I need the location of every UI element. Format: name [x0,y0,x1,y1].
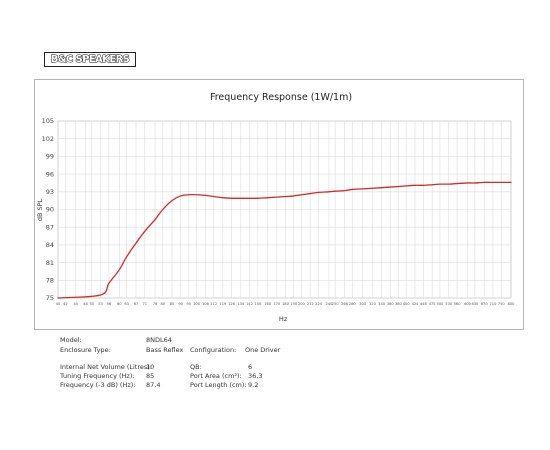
x-tick-label: 500 [436,302,444,306]
brand-logo-text: B&C SPEAKERS [50,54,130,66]
spec-qb-label: QB: [190,363,202,371]
y-tick-label: 81 [46,259,54,267]
x-tick-label: 90 [178,302,183,306]
x-tick-label: 126 [228,302,236,306]
y-tick-label: 93 [46,188,54,196]
plot-frame [57,120,512,299]
x-tick-label: 48 [83,302,88,306]
x-tick-label: 53 [98,302,103,306]
spec-model-value: 8NDL64 [146,336,172,344]
spec-enclosure-label: Enclosure Type: [60,346,111,354]
x-tick-label: 42 [63,302,68,306]
y-tick-label: 99 [46,153,54,161]
x-tick-label: 106 [202,302,210,306]
x-tick-label: 142 [246,302,253,306]
x-tick-label: 424 [412,302,420,306]
x-tick-label: 67 [134,302,139,306]
x-tick-label: 60 [117,302,122,306]
x-tick-label: 119 [219,302,227,306]
x-tick-label: 170 [273,302,281,306]
spec-tuning-label: Tuning Frequency (Hz): [60,372,135,380]
x-tick-label: 150 [254,302,262,306]
spec-f3-value: 87,4 [146,381,161,389]
x-tick-label: 266 [341,302,349,306]
spec-qb-value: 6 [248,363,253,371]
x-tick-label: 250 [332,302,340,306]
brand-logo: B&C SPEAKERS [44,52,136,67]
x-tick-label: 160 [264,302,272,306]
x-tick-label: 475 [429,302,436,306]
x-tick-label: 71 [142,302,147,306]
x-tick-label: 280 [349,302,357,306]
y-tick-label: 105 [42,117,54,125]
y-axis-label: dB SPL [36,198,44,221]
x-tick-label: 85 [170,302,175,306]
spec-volume-value: 10 [146,363,155,371]
x-tick-label: 600 [464,302,472,306]
x-tick-label: 240 [326,302,334,306]
x-tick-label: 630 [471,302,479,306]
y-tick-labels: 75 78 81 84 87 90 93 96 99 102 105 [42,117,54,302]
x-tick-label: 212 [307,302,314,306]
spec-model-label: Model: [60,336,82,344]
y-tick-label: 90 [46,206,54,214]
x-tick-label: 134 [237,302,245,306]
x-tick-label: 380 [395,302,403,306]
y-tick-label: 84 [46,241,54,249]
y-tick-label: 102 [42,135,54,143]
spec-port-length-label: Port Length (cm): [190,381,247,389]
x-tick-label: 50 [89,302,94,306]
x-tick-label: 40 [56,302,61,306]
spec-port-area-label: Port Area (cm²): [190,372,242,380]
x-tick-label: 224 [315,302,323,306]
spec-f3-label: Frequency (-3 dB) (Hz): [60,381,136,389]
x-tick-label: 360 [387,302,395,306]
chart-grid [57,120,512,299]
spec-port-area-value: 36,3 [248,372,263,380]
x-tick-label: 112 [210,302,217,306]
spec-volume-label: Internal Net Volume (Litres): [60,363,152,371]
x-tick-label: 300 [359,302,367,306]
x-tick-label: 560 [454,302,462,306]
x-tick-label: 340 [378,302,386,306]
x-tick-label: 530 [445,302,453,306]
y-tick-label: 75 [46,294,54,302]
x-tick-label: 80 [161,302,166,306]
x-tick-label: 95 [187,302,192,306]
spec-enclosure-value: Bass Reflex [146,346,184,354]
x-tick-label: 76 [153,302,158,306]
x-tick-label: 200 [298,302,306,306]
x-tick-label: 750 [498,302,506,306]
x-tick-label: 320 [369,302,377,306]
x-tick-label: 710 [490,302,498,306]
x-tick-label: 448 [420,302,428,306]
x-tick-label: 63 [124,302,129,306]
x-axis-label: Hz [279,315,288,323]
x-tick-label: 400 [403,302,411,306]
x-tick-label: 670 [481,302,489,306]
x-tick-label: 180 [282,302,290,306]
spec-port-length-value: 9,2 [248,381,259,389]
spec-configuration-label: Configuration: [190,346,237,354]
chart-series [57,181,512,299]
spec-tuning-value: 85 [146,372,155,380]
x-tick-labels: 40 42 45 48 50 53 56 60 63 67 71 76 80 85 90 95 100 106 11… [56,302,515,306]
x-tick-label: 56 [107,302,112,306]
chart-title: Frequency Response (1W/1m) [210,92,352,103]
y-tick-label: 96 [46,170,54,178]
y-tick-label: 78 [46,277,54,285]
x-tick-label: 100 [193,302,201,306]
x-tick-label: 45 [74,302,79,306]
y-tick-label: 87 [46,223,54,231]
spec-configuration-value: One Driver [245,346,281,354]
x-tick-label: 190 [290,302,298,306]
series-line-spl [57,181,512,299]
x-tick-label: 800 [508,302,516,306]
